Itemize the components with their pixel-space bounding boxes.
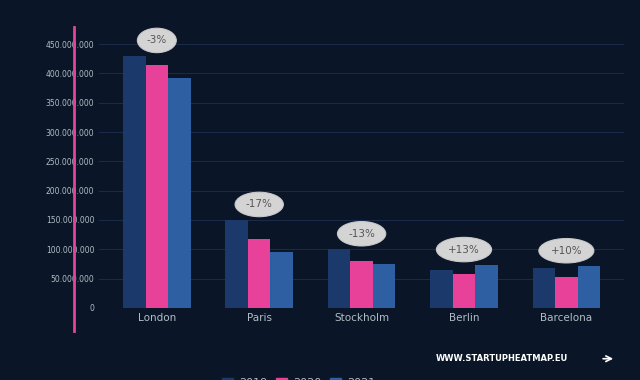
Bar: [328, 249, 350, 308]
Bar: [225, 220, 248, 308]
Bar: [350, 261, 373, 308]
Bar: [123, 56, 145, 308]
Bar: [168, 78, 191, 308]
Text: -13%: -13%: [348, 229, 375, 239]
Bar: [430, 270, 452, 308]
Text: -3%: -3%: [147, 35, 167, 46]
Bar: [248, 239, 271, 308]
Bar: [532, 268, 555, 308]
Bar: [145, 65, 168, 308]
Bar: [476, 265, 498, 308]
Bar: [555, 277, 578, 308]
Bar: [452, 274, 476, 308]
Text: -17%: -17%: [246, 200, 273, 209]
Bar: [271, 252, 293, 308]
Bar: [578, 266, 600, 308]
Text: +13%: +13%: [448, 245, 480, 255]
Text: +10%: +10%: [550, 246, 582, 256]
Text: WWW.STARTUPHEATMAP.EU: WWW.STARTUPHEATMAP.EU: [436, 354, 568, 363]
Bar: [373, 264, 396, 308]
Legend: 2019, 2020, 2021: 2019, 2020, 2021: [218, 373, 380, 380]
